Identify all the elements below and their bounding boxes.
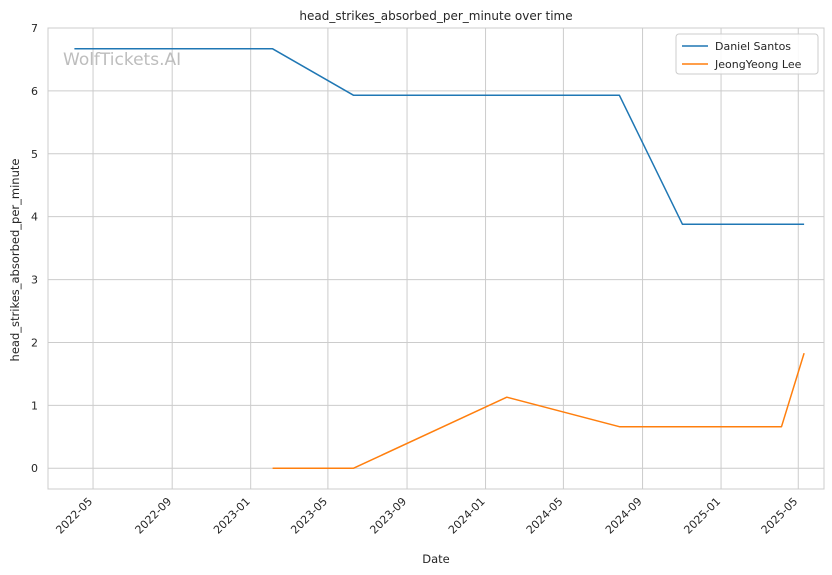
x-axis-ticks: 2022-05 2022-09 2023-01 2023-05 2023-09 2024-…: [53, 495, 800, 537]
y-tick-label: 5: [31, 148, 38, 161]
legend-box: [675, 33, 819, 75]
y-tick-label: 1: [31, 399, 38, 412]
legend-label-daniel-santos: Daniel Santos: [715, 40, 791, 53]
x-tick-label: 2024-09: [603, 495, 645, 537]
y-tick-label: 0: [31, 462, 38, 475]
grid: [48, 27, 824, 489]
y-axis-ticks: 0 1 2 3 4 5 6 7: [31, 22, 38, 475]
y-tick-label: 2: [31, 336, 38, 349]
x-tick-label: 2023-09: [367, 495, 409, 537]
y-axis-title: head_strikes_absorbed_per_minute: [8, 159, 22, 362]
y-tick-label: 6: [31, 85, 38, 98]
series-lines: [74, 48, 805, 469]
x-tick-label: 2022-05: [53, 495, 95, 537]
x-tick-label: 2023-01: [211, 495, 253, 537]
y-tick-label: 4: [31, 211, 38, 224]
series-line-1: [272, 352, 805, 469]
legend-label-jeongyeong-lee: JeongYeong Lee: [714, 58, 802, 71]
x-tick-label: 2024-05: [524, 495, 566, 537]
legend: Daniel Santos JeongYeong Lee: [675, 33, 819, 75]
y-tick-label: 7: [31, 22, 38, 35]
plot-frame: [47, 27, 825, 490]
x-tick-label: 2024-01: [446, 495, 488, 537]
watermark-text: WolfTickets.AI: [63, 50, 181, 70]
x-axis-title: Date: [422, 552, 450, 566]
x-tick-label: 2025-01: [681, 495, 723, 537]
x-tick-label: 2025-05: [759, 495, 801, 537]
series-line-0: [74, 48, 805, 225]
x-tick-label: 2022-09: [133, 495, 175, 537]
y-tick-label: 3: [31, 274, 38, 287]
chart-title: head_strikes_absorbed_per_minute over ti…: [299, 9, 572, 23]
x-tick-label: 2023-05: [288, 495, 330, 537]
